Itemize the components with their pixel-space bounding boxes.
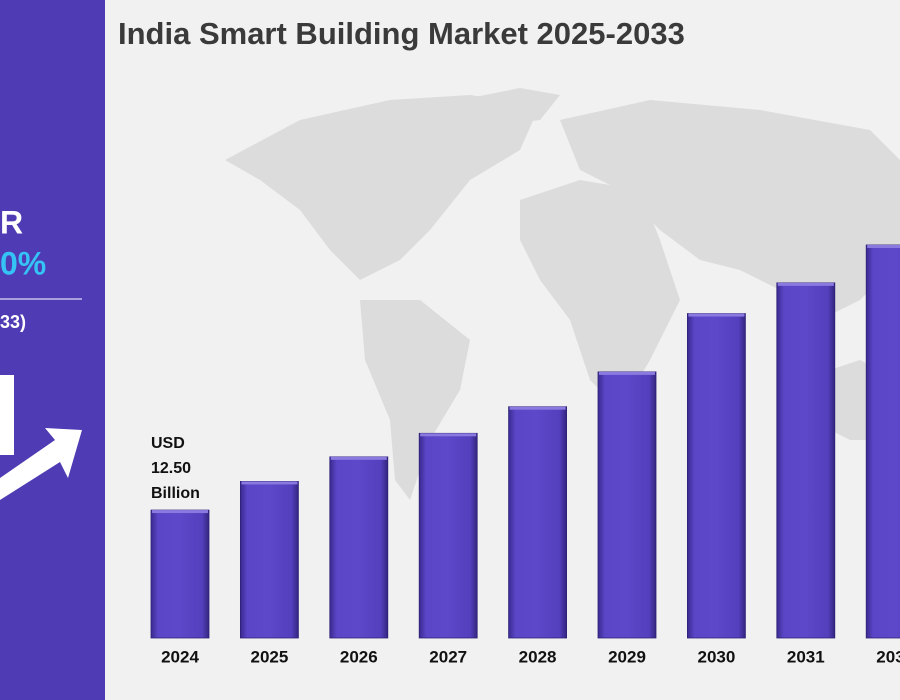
bar-cap [509, 406, 566, 410]
side-panel [0, 0, 105, 700]
x-tick-label: 2024 [161, 647, 199, 666]
bar [239, 481, 299, 639]
bar-cap [599, 371, 655, 375]
x-tick-label: 2029 [608, 647, 646, 666]
bar [776, 282, 836, 639]
cagr-period: 33) [0, 312, 26, 332]
bar-cap [688, 313, 745, 317]
bar [687, 313, 746, 639]
bar [865, 244, 900, 639]
x-tick-label: 2027 [429, 647, 467, 666]
x-tick-label: 2028 [519, 647, 557, 666]
x-tick-label: 2025 [250, 647, 288, 666]
cagr-heading: R [0, 204, 23, 240]
bar-cap [867, 245, 900, 248]
x-tick-label: 2030 [697, 647, 735, 666]
bar-cap [330, 456, 387, 460]
bar [597, 371, 657, 639]
bar [150, 509, 210, 639]
x-tick-label: 2032 [876, 647, 900, 666]
bar [508, 406, 568, 639]
bar-cap [777, 282, 834, 286]
chart-title: India Smart Building Market 2025-2033 [118, 16, 685, 51]
x-tick-label: 2031 [787, 647, 825, 666]
bar [418, 432, 478, 639]
bar-cap [241, 481, 298, 485]
value-label: USD 12.50 Billion [151, 435, 200, 502]
bar-cap [420, 433, 477, 437]
x-tick-label: 2026 [340, 647, 378, 666]
bar [329, 456, 389, 639]
cagr-rate: 0% [0, 245, 46, 281]
growth-icon [0, 375, 82, 500]
bar-cap [152, 510, 208, 514]
